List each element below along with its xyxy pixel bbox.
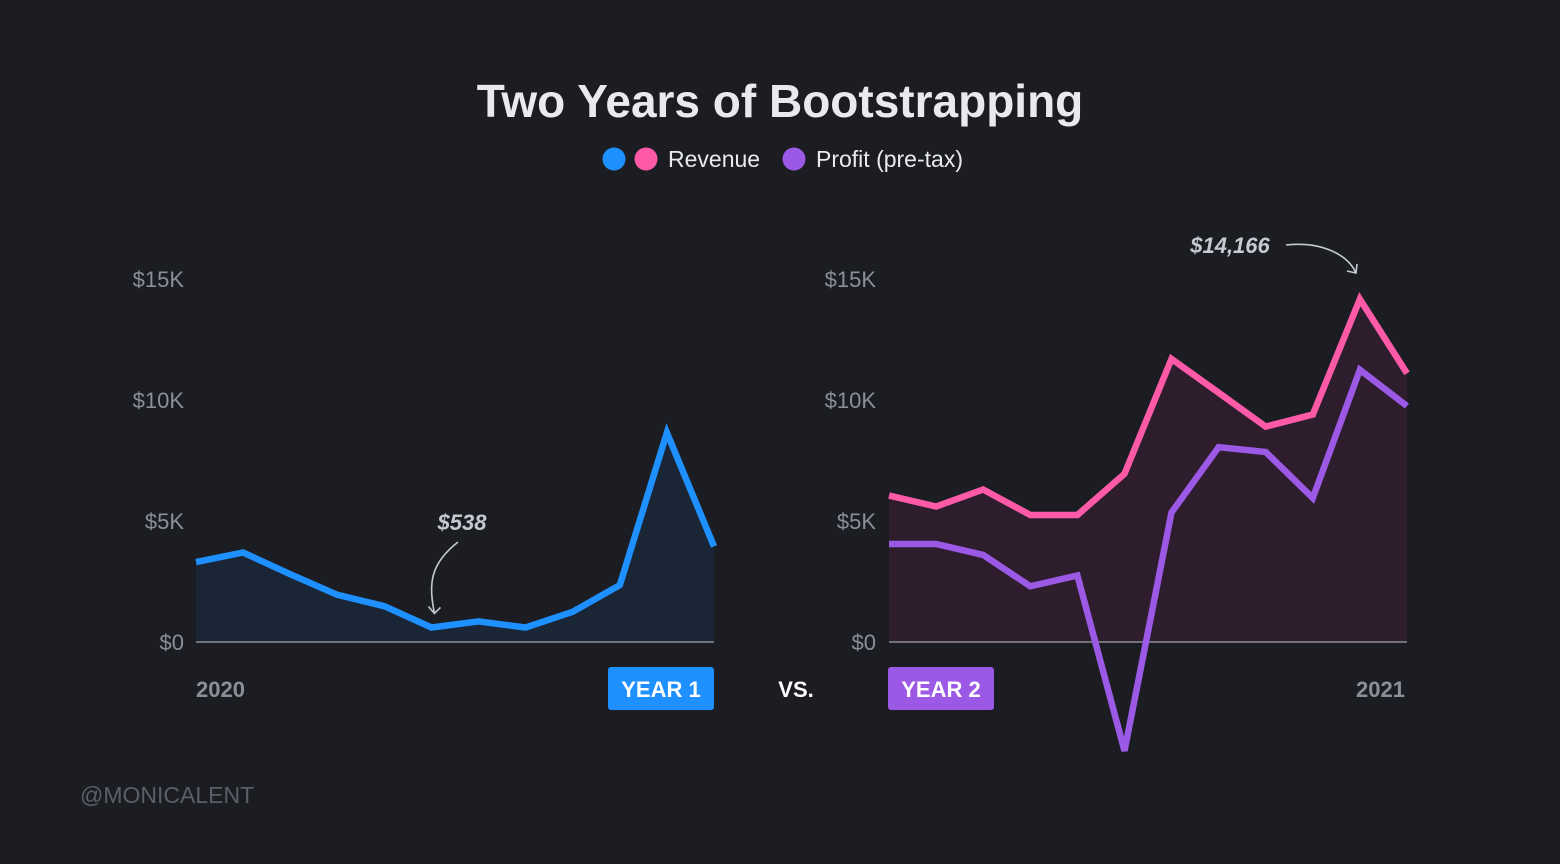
- y-tick-label-2-1: $5K: [837, 509, 876, 534]
- data-point: [1169, 510, 1175, 516]
- badge-year2: [888, 667, 994, 710]
- data-point: [1169, 356, 1175, 362]
- data-point: [1074, 512, 1080, 518]
- series-line-revenue-year1: [195, 423, 718, 631]
- data-point: [664, 430, 670, 436]
- y-tick-label-1-3: $15K: [133, 267, 185, 292]
- data-point: [980, 552, 986, 558]
- data-point: [381, 603, 387, 609]
- badge-label-year2: YEAR 2: [901, 677, 980, 702]
- data-point: [933, 504, 939, 510]
- y-tick-label-2-2: $10K: [825, 388, 877, 413]
- series-lines: [193, 292, 1410, 754]
- data-point: [287, 571, 293, 577]
- data-point: [980, 487, 986, 493]
- data-point: [570, 609, 576, 615]
- chart-labels: Two Years of Bootstrapping Revenue Profit …: [80, 75, 1405, 808]
- annotation-label-year2: $14,166: [1189, 233, 1270, 258]
- data-point: [476, 618, 482, 624]
- data-point: [193, 559, 199, 565]
- legend-label-profit: Profit (pre-tax): [816, 146, 963, 172]
- annotation-arrow-year1: [430, 541, 459, 614]
- data-point: [617, 582, 623, 588]
- data-point: [1310, 495, 1316, 501]
- data-point: [429, 625, 435, 631]
- data-point: [1404, 370, 1410, 376]
- vs-label: VS.: [778, 677, 813, 702]
- legend-marker-profit: [782, 147, 806, 171]
- data-point: [1074, 573, 1080, 579]
- annotation-label-year1: $538: [437, 510, 488, 535]
- data-point: [1216, 444, 1222, 450]
- series-line-profit-pre-tax--year2: [889, 364, 1409, 752]
- y-tick-label-1-1: $5K: [145, 509, 184, 534]
- data-point: [1027, 512, 1033, 518]
- chart-title: Two Years of Bootstrapping: [477, 75, 1084, 127]
- data-point: [886, 541, 892, 547]
- legend-marker-revenue-year1: [602, 147, 626, 171]
- data-point: [334, 592, 340, 598]
- data-point: [1263, 424, 1269, 430]
- y-tick-label-2-0: $0: [852, 630, 876, 655]
- data-point: [523, 625, 529, 631]
- legend-label-revenue: Revenue: [668, 146, 760, 172]
- data-point: [240, 550, 246, 556]
- series-line-revenue-year2: [888, 292, 1410, 519]
- area-fills: [196, 299, 1407, 642]
- y-tick-label-1-0: $0: [160, 630, 184, 655]
- data-point: [1216, 390, 1222, 396]
- data-point: [1357, 296, 1363, 302]
- annotation-arrow-year2: [1285, 243, 1357, 274]
- data-point: [711, 543, 717, 549]
- annotation-arrowhead-year2: [1346, 263, 1358, 274]
- watermark: @MONICALENT: [80, 782, 254, 808]
- data-point: [1263, 449, 1269, 455]
- legend-marker-revenue-year2: [634, 147, 658, 171]
- x-label-year2: 2021: [1356, 677, 1405, 702]
- badge-year1: [608, 667, 714, 710]
- data-point: [886, 493, 892, 499]
- data-point: [933, 541, 939, 547]
- data-point: [1122, 748, 1128, 754]
- area-fill-year2: [889, 299, 1407, 642]
- data-point: [1404, 403, 1410, 409]
- y-tick-label-1-2: $10K: [133, 388, 185, 413]
- x-label-year1: 2020: [196, 677, 245, 702]
- badge-label-year1: YEAR 1: [621, 677, 700, 702]
- data-point: [1122, 471, 1128, 477]
- y-tick-label-2-3: $15K: [825, 267, 877, 292]
- data-point: [1310, 412, 1316, 418]
- data-point: [1027, 583, 1033, 589]
- annotation-arrowhead-year1: [427, 605, 442, 615]
- data-point: [1357, 367, 1363, 373]
